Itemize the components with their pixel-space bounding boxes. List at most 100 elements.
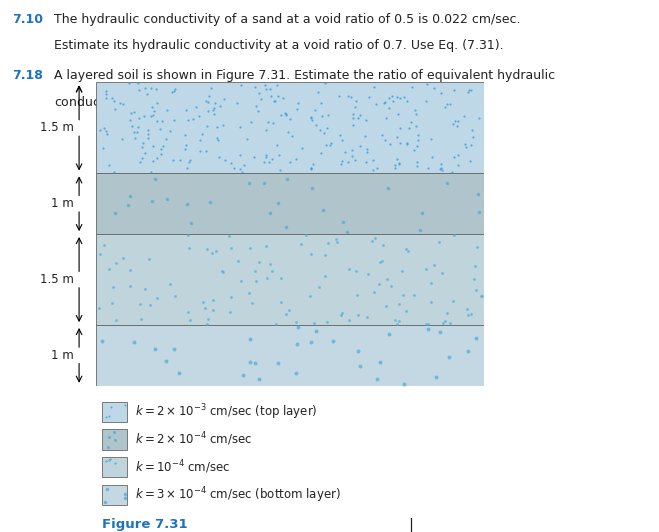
Point <box>383 184 393 192</box>
Point <box>94 303 105 312</box>
Point <box>435 165 445 173</box>
Point <box>181 106 191 114</box>
Point <box>198 297 208 306</box>
Text: 7.18: 7.18 <box>12 70 43 82</box>
Point <box>129 107 139 116</box>
Point <box>272 81 283 89</box>
Point <box>451 122 462 130</box>
Point <box>214 153 224 162</box>
Point <box>140 148 150 157</box>
Point <box>259 179 270 187</box>
Point <box>453 161 464 169</box>
Point <box>185 315 196 324</box>
Point <box>368 155 379 164</box>
Point <box>370 234 380 243</box>
Point <box>161 356 171 365</box>
Bar <box>102 429 127 450</box>
Point <box>266 92 276 101</box>
Point <box>156 117 167 126</box>
Point <box>323 110 333 119</box>
Point <box>182 200 192 208</box>
Point <box>291 155 301 163</box>
Point <box>449 152 459 161</box>
Point <box>463 88 473 96</box>
Point <box>134 85 144 94</box>
Point <box>95 126 105 134</box>
Point <box>148 111 158 120</box>
Point <box>318 205 328 214</box>
Point <box>248 153 259 162</box>
Point <box>109 427 119 436</box>
Point <box>326 138 336 147</box>
Point <box>104 456 115 464</box>
Point <box>143 130 154 139</box>
Point <box>133 122 144 131</box>
Text: $k = 2 \times 10^{-4}$ cm/sec: $k = 2 \times 10^{-4}$ cm/sec <box>135 430 252 448</box>
Point <box>165 127 176 136</box>
Text: 7.10: 7.10 <box>12 13 43 26</box>
Point <box>183 115 193 124</box>
Point <box>160 135 171 143</box>
Point <box>111 259 121 268</box>
Point <box>124 79 134 87</box>
Point <box>211 247 221 255</box>
Point <box>438 319 448 327</box>
Point <box>375 257 386 266</box>
Point <box>306 115 317 124</box>
Point <box>142 90 152 98</box>
Point <box>380 113 391 122</box>
Point <box>306 165 316 173</box>
Point <box>393 110 403 119</box>
Point <box>401 245 411 253</box>
Point <box>111 316 122 325</box>
Point <box>125 116 135 124</box>
Point <box>448 86 459 95</box>
Point <box>430 373 441 381</box>
Point <box>312 88 323 97</box>
Point <box>351 267 361 276</box>
Point <box>368 288 379 296</box>
Point <box>123 201 134 209</box>
Point <box>250 82 260 91</box>
Point <box>263 117 273 126</box>
Point <box>143 126 154 135</box>
Point <box>208 305 218 314</box>
Point <box>448 297 459 305</box>
Point <box>179 145 190 153</box>
Point <box>202 121 212 130</box>
Point <box>344 315 355 324</box>
Point <box>118 254 129 262</box>
Bar <box>102 457 127 477</box>
Point <box>106 403 117 412</box>
Point <box>132 79 143 88</box>
Point <box>249 359 260 367</box>
Point <box>107 298 117 307</box>
Point <box>390 164 401 172</box>
Point <box>394 94 405 102</box>
Point <box>260 126 271 134</box>
Point <box>168 155 179 164</box>
Point <box>148 142 158 151</box>
Text: A layered soil is shown in Figure 7.31. Estimate the ratio of equivalent hydraul: A layered soil is shown in Figure 7.31. … <box>54 70 555 82</box>
Point <box>241 135 252 143</box>
Point <box>109 97 120 105</box>
Point <box>348 113 358 122</box>
Point <box>175 156 185 165</box>
Point <box>202 98 213 106</box>
Point <box>205 197 215 206</box>
Point <box>449 117 460 126</box>
Point <box>473 189 484 198</box>
Point <box>224 232 235 240</box>
Point <box>420 264 431 273</box>
Point <box>270 97 281 105</box>
Point <box>180 131 190 140</box>
Point <box>272 140 283 149</box>
Point <box>473 207 484 216</box>
Point <box>147 197 158 206</box>
Point <box>156 150 167 159</box>
Point <box>229 164 239 172</box>
Point <box>343 92 354 100</box>
Point <box>306 184 317 193</box>
Point <box>98 144 108 152</box>
Point <box>101 130 112 138</box>
